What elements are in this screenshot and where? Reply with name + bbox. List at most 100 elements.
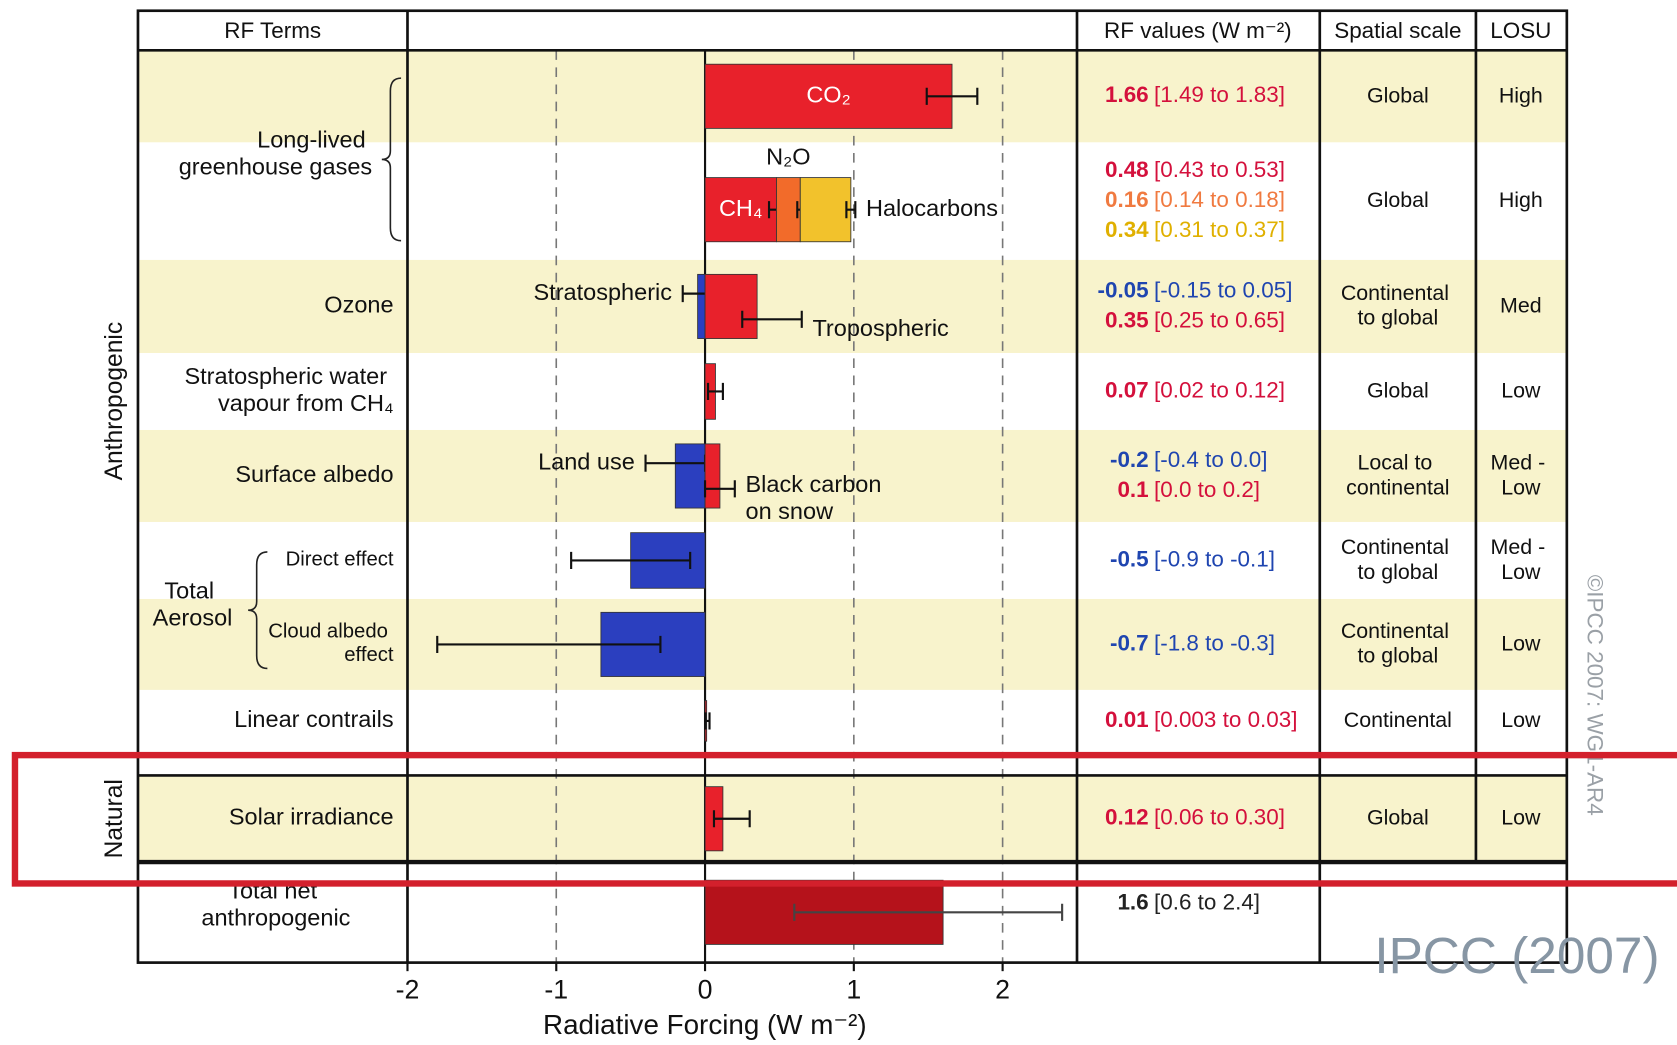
spatial-scale: Continental to global — [1341, 281, 1455, 330]
brace — [248, 551, 268, 670]
range-text: [0.31 to 0.37] — [1154, 217, 1285, 242]
range-text: [1.49 to 1.83] — [1154, 82, 1285, 107]
group-label: Anthropogenic — [101, 322, 128, 481]
row-band — [137, 429, 1567, 522]
error-bar — [570, 551, 692, 570]
value-text: 0.1 — [1117, 477, 1148, 502]
bar — [674, 443, 706, 509]
value-text: -0.5 — [1110, 546, 1149, 571]
losu: Med - Low — [1491, 450, 1552, 499]
error-bar — [925, 87, 979, 105]
value-text: -0.7 — [1110, 630, 1149, 655]
x-tick-label: 2 — [995, 975, 1010, 1005]
value-text: 1.6 — [1117, 890, 1148, 915]
range-text: [0.6 to 2.4] — [1154, 890, 1260, 915]
bar-label: Black carbon on snow — [745, 471, 887, 524]
row-label: Total Aerosol — [153, 578, 233, 631]
row-backgrounds — [137, 50, 1567, 863]
value-text: 0.16 — [1105, 187, 1149, 212]
bar-label: CO₂ — [806, 82, 850, 108]
header: LOSU — [1490, 18, 1551, 43]
error-bar — [706, 382, 724, 401]
bar-label: N₂O — [766, 144, 810, 170]
frame-border — [136, 9, 1569, 964]
value-text: 0.07 — [1105, 377, 1149, 402]
header: Spatial scale — [1334, 18, 1461, 43]
spatial-scale: Global — [1367, 83, 1429, 107]
spatial-scale: Continental — [1344, 708, 1452, 732]
row-band — [137, 259, 1567, 353]
source-note: IPCC (2007) — [1374, 927, 1659, 984]
x-axis-label: Radiative Forcing (W m⁻²) — [543, 1009, 867, 1040]
spatial-scale: Continental to global — [1341, 619, 1455, 668]
value-text: 0.12 — [1105, 805, 1149, 830]
range-text: [0.06 to 0.30] — [1154, 805, 1285, 830]
highlight-box — [11, 751, 1677, 887]
range-text: [0.0 to 0.2] — [1154, 477, 1260, 502]
row-label: Solar irradiance — [229, 804, 394, 830]
error-bar — [704, 712, 711, 730]
value-text: -0.05 — [1098, 277, 1149, 302]
x-tick-label: -1 — [544, 975, 568, 1005]
bar — [799, 177, 852, 243]
error-bar — [712, 810, 751, 828]
header: RF values (W m⁻²) — [1104, 18, 1292, 43]
value-text: -0.2 — [1110, 447, 1149, 472]
value-text: 0.48 — [1105, 157, 1149, 182]
row-label: Linear contrails — [234, 706, 393, 732]
spatial-scale: Global — [1367, 378, 1429, 402]
bar — [704, 273, 758, 339]
sub-label: Cloud albedo effect — [268, 621, 394, 666]
range-text: [0.25 to 0.65] — [1154, 307, 1285, 332]
range-text: [0.003 to 0.03] — [1154, 707, 1297, 732]
losu: Low — [1501, 805, 1541, 829]
range-text: [-0.4 to 0.0] — [1154, 447, 1268, 472]
losu: Low — [1501, 708, 1541, 732]
sub-label: Direct effect — [286, 549, 394, 571]
bar-label: Halocarbons — [866, 195, 998, 221]
error-bar — [793, 903, 1064, 921]
spatial-scale: Continental to global — [1341, 535, 1455, 584]
x-tick-label: 1 — [846, 975, 861, 1005]
value-text: 0.35 — [1105, 307, 1149, 332]
text-layer: RF Terms RF values (W m⁻²) Spatial scale… — [101, 18, 1660, 1040]
spatial-scale: Global — [1367, 188, 1429, 212]
spatial-scale: Local to continental — [1346, 450, 1449, 499]
losu: Med - Low — [1491, 535, 1552, 584]
frame — [136, 9, 1569, 964]
losu: Med — [1500, 293, 1542, 317]
range-text: [-1.8 to -0.3] — [1154, 630, 1275, 655]
losu: Low — [1501, 631, 1541, 655]
range-text: [0.14 to 0.18] — [1154, 187, 1285, 212]
value-text: 1.66 — [1105, 82, 1149, 107]
row-label: Surface albedo — [235, 461, 393, 487]
row-band — [137, 775, 1567, 863]
bar — [697, 273, 706, 339]
bar-label: Stratospheric — [533, 279, 672, 305]
range-text: [-0.9 to -0.1] — [1154, 546, 1275, 571]
bar — [704, 63, 953, 129]
row-label: Long-lived greenhouse gases — [179, 127, 372, 180]
plot-layer — [248, 50, 1064, 972]
range-text: [-0.15 to 0.05] — [1154, 277, 1292, 302]
bar-label: CH₄ — [719, 195, 763, 221]
losu: High — [1499, 188, 1543, 212]
error-bar — [845, 201, 857, 219]
x-tick-label: 0 — [698, 975, 713, 1005]
error-bar — [741, 310, 803, 328]
error-bar — [436, 635, 662, 653]
bar — [704, 443, 721, 509]
bar-label: Tropospheric — [812, 315, 949, 341]
brace — [381, 77, 402, 242]
value-text: 0.01 — [1105, 707, 1149, 732]
group-label: Natural — [101, 779, 128, 858]
bar — [704, 177, 777, 243]
row-label: Stratospheric water vapour from CH₄ — [184, 363, 393, 416]
range-text: [0.43 to 0.53] — [1154, 157, 1285, 182]
range-text: [0.02 to 0.12] — [1154, 377, 1285, 402]
losu: High — [1499, 83, 1543, 107]
bar-label: Land use — [538, 448, 635, 474]
value-text: 0.34 — [1105, 217, 1149, 242]
